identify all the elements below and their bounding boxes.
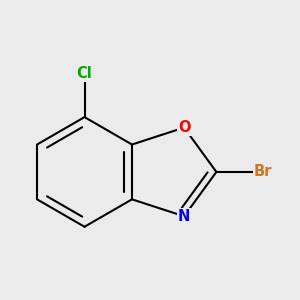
- Text: N: N: [178, 209, 190, 224]
- Text: Br: Br: [254, 164, 272, 179]
- Text: O: O: [178, 120, 190, 135]
- Text: Cl: Cl: [76, 66, 92, 81]
